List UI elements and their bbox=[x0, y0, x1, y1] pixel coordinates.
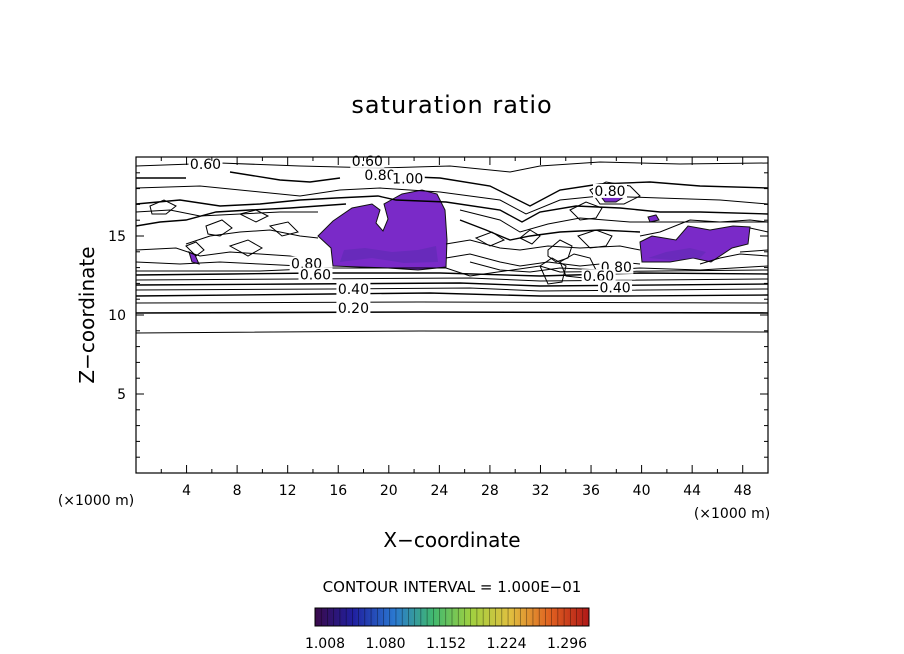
contour-label-bg bbox=[362, 168, 397, 183]
fill-region-main-core bbox=[340, 246, 438, 263]
contour-cluster-c bbox=[539, 257, 567, 285]
x-tick-label: 24 bbox=[430, 483, 448, 499]
colorbar-tick-label: 1.152 bbox=[426, 636, 466, 652]
contour-line-top-a bbox=[136, 161, 768, 173]
contour-blob-3 bbox=[238, 209, 270, 223]
contour-line-right-c bbox=[699, 253, 768, 265]
x-tick-label: 8 bbox=[233, 483, 242, 499]
x-tick-label: 32 bbox=[532, 483, 550, 499]
contour-label-bg bbox=[581, 269, 616, 284]
contour-line-right-b bbox=[739, 227, 768, 253]
contour-cluster-d bbox=[577, 229, 613, 249]
contour-label-bg bbox=[598, 280, 633, 295]
contour-line-0.60-top bbox=[136, 171, 768, 207]
colorbar-ticks: 1.008 1.080 1.152 1.224 1.296 bbox=[305, 636, 587, 652]
contour-label-bg bbox=[593, 183, 627, 198]
fill-region-small-mid bbox=[647, 214, 660, 223]
x-unit-label: (×1000 m) bbox=[694, 506, 770, 522]
x-axis-label: X−coordinate bbox=[383, 528, 520, 552]
contour-line-0.30 bbox=[136, 301, 768, 304]
contour-label: 1.00 bbox=[392, 171, 423, 187]
x-tick-label: 40 bbox=[633, 483, 651, 499]
contour-line-0.40 bbox=[136, 292, 768, 297]
contour-blob-5 bbox=[185, 241, 205, 257]
contour-label-bg bbox=[336, 300, 371, 315]
contour-line-0.80-top bbox=[136, 195, 768, 223]
contour-label-bg bbox=[390, 171, 425, 186]
contour-line-0.80-low bbox=[136, 272, 768, 277]
colorbar-tick-label: 1.008 bbox=[305, 636, 345, 652]
contour-label: 0.80 bbox=[364, 168, 395, 184]
x-tick-label: 16 bbox=[329, 483, 347, 499]
colorbar-tick-label: 1.080 bbox=[365, 636, 405, 652]
contour-label: 0.40 bbox=[338, 282, 369, 298]
contour-line-0.70 bbox=[136, 277, 768, 282]
contour-line-0.50 bbox=[136, 287, 768, 292]
contour-label-bg bbox=[298, 267, 333, 282]
x-tick-label: 44 bbox=[683, 483, 701, 499]
contour-interval-text: CONTOUR INTERVAL = 1.000E−01 bbox=[323, 578, 582, 596]
contour-line-top-c bbox=[136, 209, 768, 233]
contour-label-bg bbox=[336, 281, 371, 296]
colorbar-tick-label: 1.224 bbox=[486, 636, 526, 652]
contour-line-top-b bbox=[136, 185, 768, 215]
contour-blob-4 bbox=[268, 221, 299, 237]
z-unit-label: (×1000 m) bbox=[58, 493, 134, 509]
contour-cluster-f bbox=[589, 181, 641, 205]
contour-label: 0.60 bbox=[300, 268, 331, 284]
contour-blob-1 bbox=[149, 199, 177, 215]
contour-line-0.90-low bbox=[136, 265, 768, 277]
x-tick-label: 28 bbox=[481, 483, 499, 499]
chart-title: saturation ratio bbox=[351, 91, 552, 119]
y-tick-label: 5 bbox=[117, 387, 126, 403]
contour-line-1.00-top bbox=[136, 203, 641, 241]
contour-lines bbox=[136, 161, 768, 334]
contour-label: 0.60 bbox=[352, 154, 383, 170]
contour-label-bg bbox=[188, 157, 223, 172]
contour-label-bg bbox=[289, 256, 324, 271]
contour-line-right-a bbox=[639, 219, 768, 237]
y-tick-label: 15 bbox=[108, 229, 126, 245]
y-axis-label: Z−coordinate bbox=[75, 246, 99, 383]
contour-line-mid-c bbox=[136, 261, 768, 273]
x-tick-label: 20 bbox=[380, 483, 398, 499]
colorbar-tick-label: 1.296 bbox=[547, 636, 587, 652]
contour-blob-6 bbox=[228, 239, 264, 257]
contour-line-0.60-low bbox=[136, 282, 768, 287]
contour-line-0.10 bbox=[136, 330, 768, 334]
contour-label: 0.60 bbox=[190, 157, 221, 173]
contour-line-0.20 bbox=[136, 311, 768, 314]
plot-frame bbox=[135, 156, 769, 474]
contour-blob-7 bbox=[519, 229, 541, 245]
contour-label: 0.20 bbox=[338, 301, 369, 317]
y-tick-label: 10 bbox=[108, 308, 126, 324]
contour-blob-2 bbox=[205, 219, 233, 237]
x-tick-label: 36 bbox=[582, 483, 600, 499]
contour-line-mid-a bbox=[185, 229, 641, 251]
x-tick-label: 12 bbox=[279, 483, 297, 499]
x-tick-label: 4 bbox=[182, 483, 191, 499]
supersaturation-fill bbox=[188, 189, 751, 271]
contour-label: 0.80 bbox=[594, 184, 625, 200]
fill-region-right-core bbox=[648, 248, 706, 260]
contour-labels: 0.60 0.600.801.000.800.800.600.400.200.80… bbox=[188, 153, 634, 317]
contour-label: 0.40 bbox=[599, 280, 630, 296]
contour-blob-8 bbox=[474, 231, 506, 247]
x-tick-label: 48 bbox=[734, 483, 752, 499]
colorbar-stripes bbox=[320, 608, 584, 626]
contour-cluster-e bbox=[569, 201, 603, 221]
